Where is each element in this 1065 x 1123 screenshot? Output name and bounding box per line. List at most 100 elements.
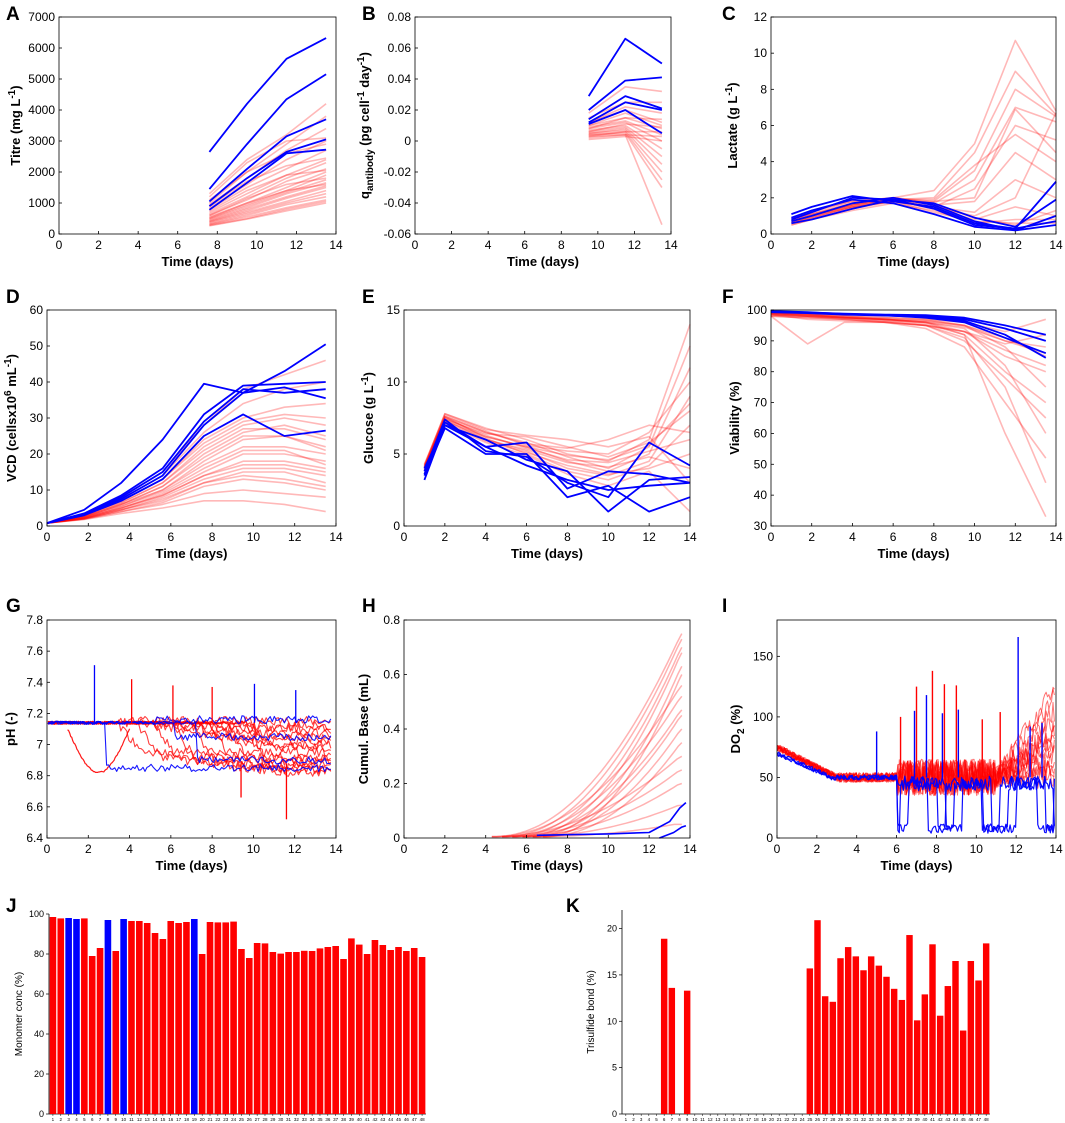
x-tick-label: 4 bbox=[482, 530, 489, 544]
x-tick-label: 43 bbox=[380, 1117, 386, 1122]
blue-series-line bbox=[588, 101, 663, 124]
y-axis-label-part: ) bbox=[361, 372, 376, 376]
x-tick-label: 4 bbox=[648, 1117, 651, 1122]
x-tick-label: 2 bbox=[85, 530, 92, 544]
y-tick-label: 0.04 bbox=[388, 72, 412, 86]
axes-frame bbox=[770, 16, 1057, 235]
x-tick-label: 6 bbox=[91, 1117, 94, 1122]
y-tick-label: 10 bbox=[607, 1016, 617, 1026]
red-series-line bbox=[770, 312, 1047, 404]
red-series-line bbox=[588, 130, 662, 138]
y-tick-label: 5 bbox=[612, 1063, 617, 1073]
y-tick-label: 5 bbox=[393, 447, 400, 461]
panel-b-qantibody-chart: 0 2 4 6 8 10 12 14 -0.06 -0.04 -0.02 0 0.02 0.04 0.06 0… bbox=[356, 4, 678, 269]
x-tick-label: 31 bbox=[853, 1117, 859, 1122]
x-tick-label: 10 bbox=[602, 530, 616, 544]
bar bbox=[410, 948, 418, 1114]
x-tick-label: 21 bbox=[777, 1117, 783, 1122]
red-series-line bbox=[770, 315, 1047, 484]
x-tick-label: 17 bbox=[176, 1117, 182, 1122]
y-tick-label: 2000 bbox=[28, 165, 55, 179]
y-tick-label: 70 bbox=[754, 396, 768, 410]
bar bbox=[73, 919, 80, 1114]
red-series-line bbox=[588, 130, 663, 181]
x-tick-label: 10 bbox=[692, 1117, 698, 1122]
plot-area bbox=[208, 37, 327, 227]
blue-series-line bbox=[208, 73, 327, 190]
y-tick-label: 0 bbox=[48, 227, 55, 241]
red-series-line bbox=[770, 315, 1047, 419]
y-tick-label: 7.8 bbox=[26, 613, 43, 627]
x-tick-label: 0 bbox=[56, 238, 63, 252]
y-axis-label-part: Cumul. Base (mL) bbox=[356, 674, 371, 785]
x-tick-label: 29 bbox=[270, 1117, 276, 1122]
red-base-line bbox=[532, 728, 683, 838]
x-tick-label: 12 bbox=[137, 1117, 143, 1122]
x-tick-label: 28 bbox=[262, 1117, 268, 1122]
x-tick-label: 10 bbox=[247, 842, 261, 856]
bar bbox=[683, 990, 691, 1114]
x-axis-label: Time (days) bbox=[877, 546, 949, 561]
y-axis-label: VCD (cellsx106 mL-1) bbox=[3, 354, 19, 482]
x-tick-label: 6 bbox=[174, 238, 181, 252]
y-tick-label: 10 bbox=[387, 375, 401, 389]
panel-letter: J bbox=[6, 896, 17, 917]
x-tick-label: 6 bbox=[521, 238, 528, 252]
x-tick-label: 25 bbox=[807, 1117, 813, 1122]
bar bbox=[324, 947, 332, 1114]
x-tick-label: 39 bbox=[915, 1117, 921, 1122]
x-tick-label: 14 bbox=[683, 530, 697, 544]
blue-series-line bbox=[588, 109, 663, 135]
bar bbox=[230, 921, 237, 1114]
y-axis-label-part: -1 bbox=[356, 91, 367, 100]
x-tick-label: 6 bbox=[893, 842, 900, 856]
blue-series-line bbox=[770, 311, 1047, 355]
bar bbox=[418, 957, 426, 1114]
x-tick-label: 4 bbox=[482, 842, 489, 856]
x-tick-label: 32 bbox=[294, 1117, 300, 1122]
x-tick-label: 33 bbox=[869, 1117, 875, 1122]
x-tick-label: 2 bbox=[448, 238, 455, 252]
bar bbox=[975, 980, 982, 1114]
red-series-line bbox=[209, 199, 327, 226]
bar bbox=[967, 961, 975, 1114]
red-base-line bbox=[491, 684, 683, 838]
x-tick-label: 2 bbox=[95, 238, 102, 252]
bar bbox=[898, 999, 906, 1114]
red-series-line bbox=[209, 171, 327, 218]
red-series-line bbox=[46, 471, 326, 524]
x-tick-label: 14 bbox=[1049, 842, 1063, 856]
x-tick-label: 16 bbox=[168, 1117, 174, 1122]
x-tick-label: 8 bbox=[564, 842, 571, 856]
y-tick-label: 8 bbox=[760, 82, 767, 96]
red-series-line bbox=[770, 315, 1047, 367]
y-tick-label: 10 bbox=[754, 46, 768, 60]
x-tick-label: 10 bbox=[591, 238, 605, 252]
red-series-line bbox=[46, 474, 326, 524]
bar bbox=[387, 950, 394, 1114]
x-tick-label: 26 bbox=[247, 1117, 253, 1122]
bar bbox=[214, 922, 222, 1114]
red-series-line bbox=[46, 453, 326, 524]
bar bbox=[867, 956, 875, 1114]
y-axis-label-part: DO bbox=[728, 734, 743, 754]
y-tick-label: 20 bbox=[607, 924, 617, 934]
red-base-line bbox=[522, 652, 683, 838]
red-base-line bbox=[491, 755, 683, 838]
panel-letter: H bbox=[362, 596, 376, 617]
blue-series-line bbox=[46, 413, 326, 524]
plot-area bbox=[47, 665, 332, 820]
x-tick-label: 8 bbox=[209, 530, 216, 544]
red-series-line bbox=[209, 161, 327, 215]
blue-series-line bbox=[46, 381, 326, 524]
red-series-line bbox=[588, 135, 662, 142]
x-tick-label: 44 bbox=[388, 1117, 394, 1122]
red-series-line bbox=[209, 174, 327, 220]
y-axis-label-part: q bbox=[357, 191, 372, 199]
bar bbox=[57, 918, 65, 1114]
x-tick-label: 10 bbox=[968, 530, 982, 544]
y-tick-label: 50 bbox=[760, 770, 774, 784]
y-tick-label: 7.6 bbox=[26, 644, 43, 658]
y-tick-label: 0.06 bbox=[388, 41, 412, 55]
